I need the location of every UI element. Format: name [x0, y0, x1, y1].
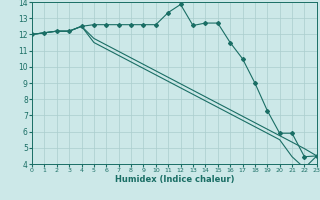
X-axis label: Humidex (Indice chaleur): Humidex (Indice chaleur) — [115, 175, 234, 184]
